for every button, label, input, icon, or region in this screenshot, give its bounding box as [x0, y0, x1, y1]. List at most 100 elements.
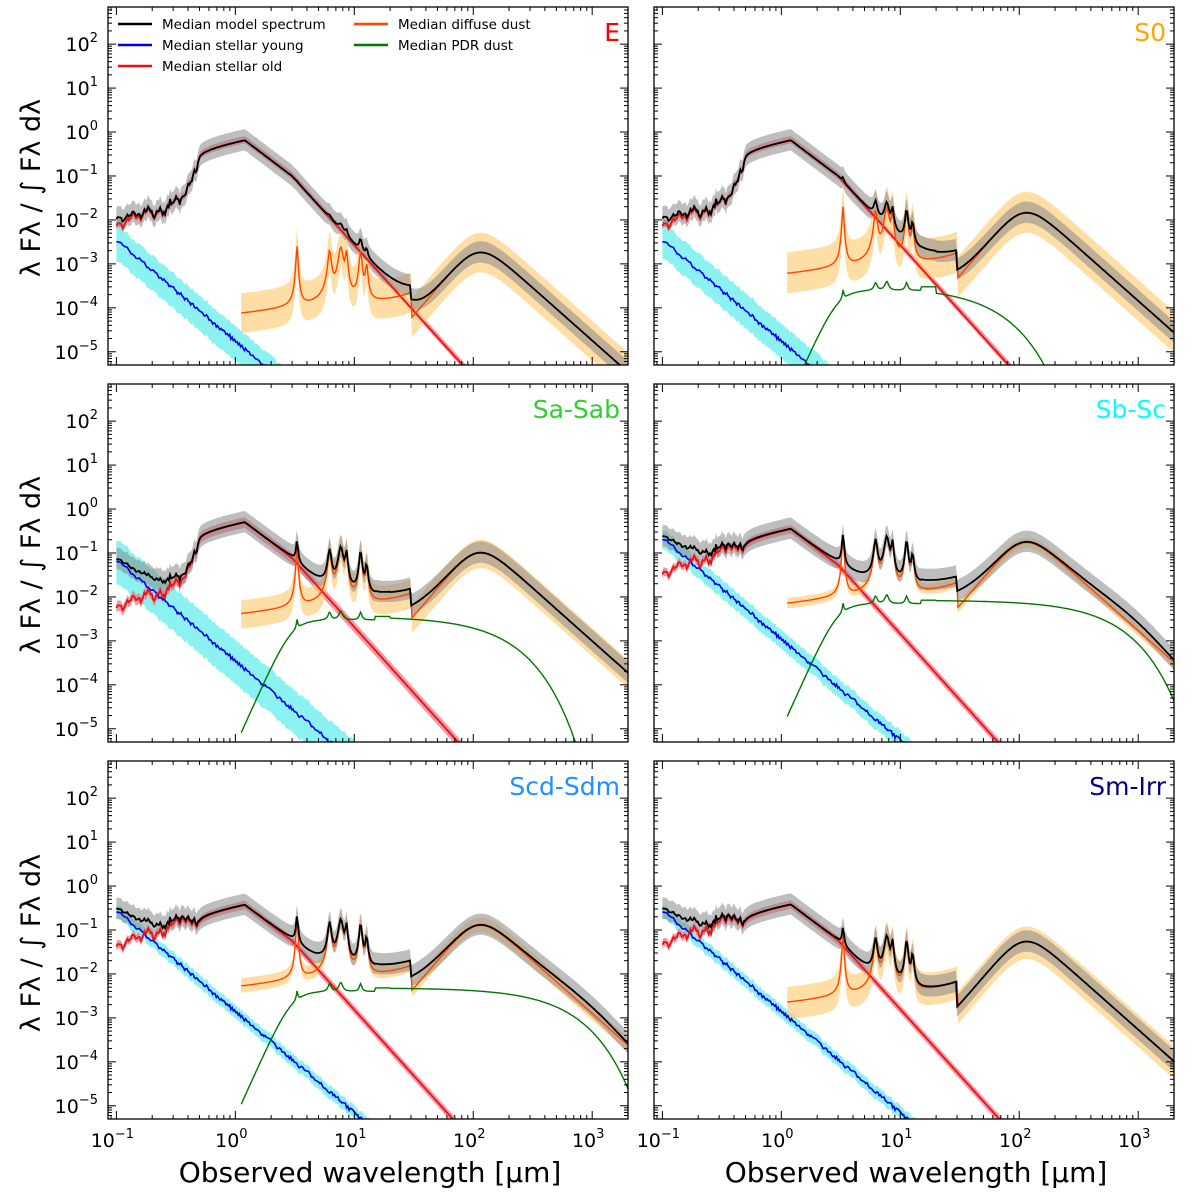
legend: Median model spectrum Median stellar youn…	[118, 17, 531, 75]
y-tick-label: 101	[66, 452, 98, 477]
pdr-line	[240, 609, 577, 742]
young-band	[116, 226, 282, 365]
y-tick-label: 10−5	[55, 1093, 98, 1118]
y-tick-label: 10−4	[55, 295, 98, 320]
plot-area	[661, 129, 1174, 365]
x-tick-label: 102	[453, 1127, 485, 1152]
y-tick-label: 10−1	[55, 540, 98, 565]
panel-label: Scd-Sdm	[509, 772, 620, 801]
panel-s0: S0	[653, 6, 1175, 366]
total-line	[115, 139, 622, 365]
legend-label: Median model spectrum	[162, 17, 326, 33]
x-tick-label: 103	[572, 1127, 604, 1152]
young-band	[116, 540, 356, 742]
old-band	[662, 900, 1004, 1119]
x-tick-label: 100	[761, 1127, 793, 1152]
y-tick-label: 10−3	[55, 628, 98, 653]
y-tick-label: 10−2	[55, 207, 98, 232]
x-tick-label: 101	[880, 1127, 912, 1152]
legend-label: Median stellar young	[162, 38, 304, 54]
young-band	[116, 905, 370, 1119]
diffuse-band	[241, 533, 628, 688]
y-tick-label: 102	[66, 31, 98, 56]
young-band	[662, 905, 916, 1119]
y-tick-label: 10−2	[55, 961, 98, 986]
x-tick-label: 100	[215, 1127, 247, 1152]
x-axis-label: Observed wavelength [μm]	[179, 1156, 562, 1189]
plot-area	[661, 517, 1174, 742]
diffuse-band	[787, 920, 1174, 1079]
pdr-line	[240, 981, 628, 1105]
legend-label: Median diffuse dust	[398, 17, 531, 33]
young-band	[662, 224, 831, 365]
panel-scd-sdm: 10−5 10−4 10−3 10−2 10−1 100 101 102 10−1 100 101 1…	[55, 760, 629, 1152]
y-tick-label: 101	[66, 75, 98, 100]
pdr-line	[803, 280, 1045, 365]
total-band	[116, 129, 628, 365]
y-axis-label: λ Fλ / ∫ Fλ dλ	[16, 854, 47, 1032]
panel-frame	[653, 760, 1175, 1120]
diffuse-band	[241, 226, 628, 365]
panel-label: Sm-Irr	[1089, 772, 1166, 801]
total-band	[116, 511, 628, 683]
y-tick-label: 10−5	[55, 339, 98, 364]
diffuse-line	[241, 918, 628, 1046]
young-line	[116, 911, 365, 1119]
y-tick-label: 10−5	[55, 716, 98, 741]
y-tick-label: 10−4	[55, 672, 98, 697]
x-tick-label: 103	[1118, 1127, 1150, 1152]
old-line	[661, 528, 1000, 742]
total-line	[116, 521, 628, 674]
y-tick-label: 100	[66, 873, 98, 898]
total-line	[115, 903, 628, 1044]
total-line	[661, 139, 1174, 334]
panel-label: S0	[1134, 18, 1166, 47]
x-tick-label: 10−1	[91, 1127, 134, 1152]
panel-label: Sb-Sc	[1096, 395, 1166, 424]
old-line	[661, 903, 1001, 1119]
old-band	[116, 900, 457, 1119]
y-tick-label: 10−1	[55, 163, 98, 188]
y-tick-label: 10−3	[55, 251, 98, 276]
x-tick-label: 101	[334, 1127, 366, 1152]
y-tick-label: 10−3	[55, 1005, 98, 1030]
young-line	[116, 560, 333, 742]
x-tick-label: 102	[999, 1127, 1031, 1152]
panel-sa-sab: 10−5 10−4 10−3 10−2 10−1 100 101 102 Sa-Sab	[55, 383, 629, 743]
total-line	[661, 903, 1174, 1063]
plot-area	[115, 129, 628, 365]
panel-sb-sc: Sb-Sc	[653, 383, 1175, 743]
y-axis-label: λ Fλ / ∫ Fλ dλ	[16, 99, 47, 277]
panel-label: E	[604, 18, 620, 47]
panel-label: Sa-Sab	[533, 395, 620, 424]
plot-area	[661, 893, 1174, 1119]
diffuse-band	[787, 185, 1174, 353]
y-tick-label: 102	[66, 785, 98, 810]
pdr-line	[786, 593, 1174, 717]
y-tick-label: 10−1	[55, 917, 98, 942]
y-tick-label: 100	[66, 496, 98, 521]
diffuse-line	[787, 535, 1174, 663]
plot-area	[115, 893, 628, 1119]
y-tick-label: 10−4	[55, 1049, 98, 1074]
y-axis-label: λ Fλ / ∫ Fλ dλ	[16, 476, 47, 654]
panel-e: 10−5 10−4 10−3 10−2 10−1 100 101 102 E	[55, 6, 629, 366]
panels-layer: 10−5 10−4 10−3 10−2 10−1 100 101 102 E S0 10−5 10−4…	[55, 6, 1175, 1152]
y-tick-label: 10−2	[55, 584, 98, 609]
y-tick-label: 101	[66, 829, 98, 854]
young-line	[662, 538, 905, 742]
young-line	[662, 240, 812, 365]
young-line	[116, 240, 266, 365]
total-band	[662, 129, 1174, 343]
y-tick-label: 100	[66, 119, 98, 144]
x-axis-label: Observed wavelength [μm]	[725, 1156, 1108, 1189]
plot-area	[115, 511, 628, 742]
y-tick-label: 102	[66, 408, 98, 433]
legend-label: Median PDR dust	[398, 38, 513, 54]
young-band	[662, 530, 913, 742]
young-line	[662, 911, 911, 1119]
total-band	[662, 517, 1174, 671]
x-tick-label: 10−1	[637, 1127, 680, 1152]
old-line	[115, 904, 455, 1119]
